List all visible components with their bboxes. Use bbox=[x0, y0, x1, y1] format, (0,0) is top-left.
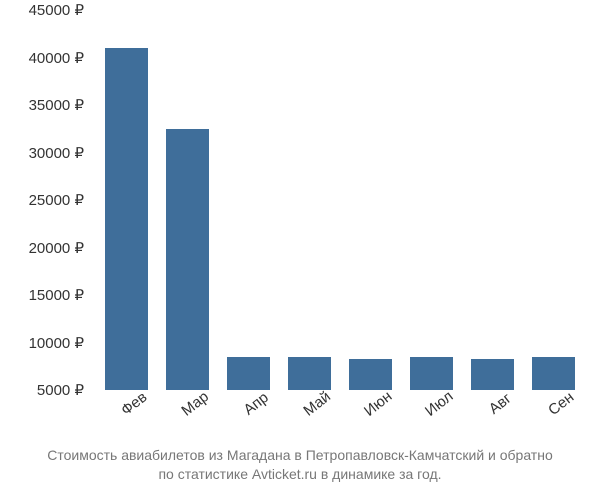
caption-line-2: по статистике Avticket.ru в динамике за … bbox=[158, 466, 441, 482]
bars-group bbox=[90, 10, 590, 390]
bar-slot bbox=[279, 10, 340, 390]
y-axis-label: 15000 ₽ bbox=[0, 286, 84, 304]
bar-slot bbox=[401, 10, 462, 390]
x-axis: ФевМарАпрМайИюнИюлАвгСен bbox=[90, 394, 590, 434]
bar bbox=[166, 129, 209, 390]
bar bbox=[105, 48, 148, 390]
plot-area bbox=[90, 10, 590, 390]
bar-slot bbox=[157, 10, 218, 390]
y-axis-label: 45000 ₽ bbox=[0, 1, 84, 19]
y-axis-label: 30000 ₽ bbox=[0, 144, 84, 162]
chart-container: 5000 ₽ 10000 ₽ 15000 ₽ 20000 ₽ 25000 ₽ 30000 … bbox=[0, 10, 600, 430]
y-axis-label: 35000 ₽ bbox=[0, 96, 84, 114]
y-axis: 5000 ₽10000 ₽15000 ₽20000 ₽25000 ₽30000 … bbox=[0, 10, 90, 390]
y-axis-label: 5000 ₽ bbox=[0, 381, 84, 399]
y-axis-label: 40000 ₽ bbox=[0, 49, 84, 67]
y-axis-label: 20000 ₽ bbox=[0, 239, 84, 257]
y-axis-label: 10000 ₽ bbox=[0, 334, 84, 352]
bar-slot bbox=[462, 10, 523, 390]
bar-slot bbox=[96, 10, 157, 390]
bar-slot bbox=[523, 10, 584, 390]
y-axis-label: 25000 ₽ bbox=[0, 191, 84, 209]
caption-line-1: Стоимость авиабилетов из Магадана в Петр… bbox=[47, 447, 553, 463]
bar-slot bbox=[340, 10, 401, 390]
chart-caption: Стоимость авиабилетов из Магадана в Петр… bbox=[0, 446, 600, 484]
bar-slot bbox=[218, 10, 279, 390]
